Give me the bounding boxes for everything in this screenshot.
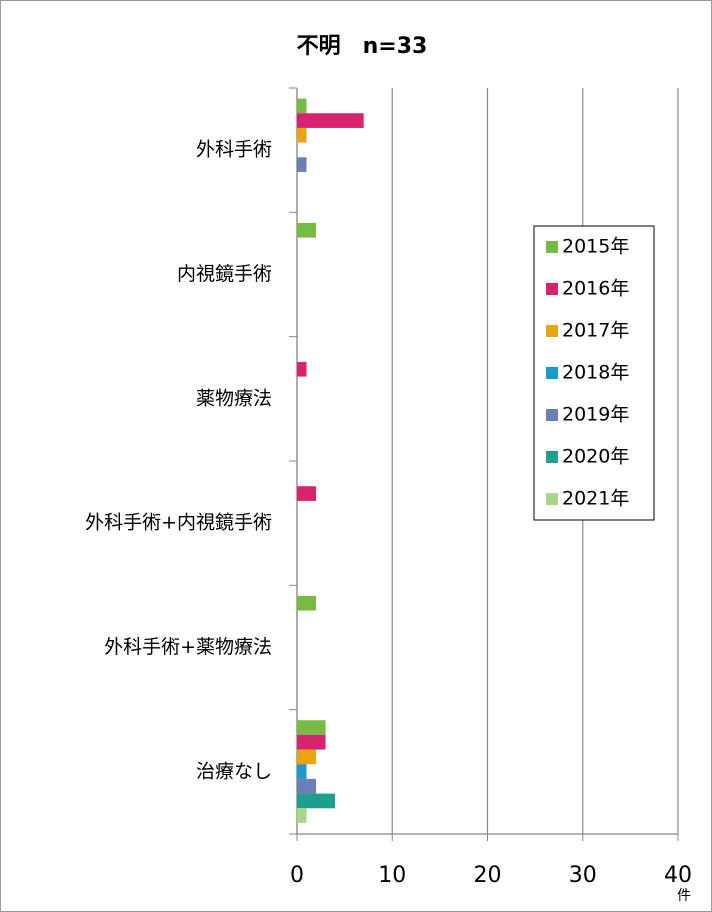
y-tick-label: 外科手術+内視鏡手術: [85, 512, 272, 534]
bar: [297, 98, 307, 114]
bar: [297, 486, 317, 501]
bar: [297, 808, 307, 823]
bar: [297, 778, 317, 794]
x-tick-label: 40: [664, 863, 692, 888]
bar: [297, 113, 364, 128]
bar: [297, 595, 317, 611]
y-tick-label: 治療なし: [196, 760, 272, 782]
bar: [297, 734, 326, 750]
y-tick-label: 外科手術+薬物療法: [104, 636, 272, 658]
legend-label: 2019年: [562, 404, 629, 426]
x-tick-label: 10: [378, 863, 406, 888]
y-tick-label: 内視鏡手術: [177, 263, 272, 285]
legend-swatch: [546, 409, 558, 421]
x-tick-label: 20: [474, 863, 502, 888]
legend-swatch: [546, 493, 558, 505]
x-tick-label: 30: [569, 863, 597, 888]
legend-label: 2020年: [562, 446, 629, 468]
legend-label: 2018年: [562, 362, 629, 384]
y-tick-label: 薬物療法: [196, 387, 272, 409]
legend-swatch: [546, 451, 558, 463]
y-tick-label: 外科手術: [196, 139, 272, 161]
legend-swatch: [546, 241, 558, 253]
x-tick-label: 0: [290, 863, 304, 888]
chart-title: 不明 n=33: [297, 34, 428, 59]
bar: [297, 749, 317, 765]
bar: [297, 127, 307, 143]
legend-swatch: [546, 325, 558, 337]
legend-swatch: [546, 367, 558, 379]
legend-label: 2021年: [562, 488, 629, 510]
bar: [297, 720, 326, 735]
legend-label: 2017年: [562, 320, 629, 342]
legend-label: 2015年: [562, 236, 629, 258]
bar: [297, 157, 307, 172]
legend-swatch: [546, 283, 558, 295]
bar: [297, 793, 336, 809]
bar: [297, 764, 307, 779]
bar: [297, 222, 317, 238]
x-axis-label: 件: [677, 888, 691, 904]
bar: [297, 361, 307, 377]
legend-label: 2016年: [562, 278, 629, 300]
